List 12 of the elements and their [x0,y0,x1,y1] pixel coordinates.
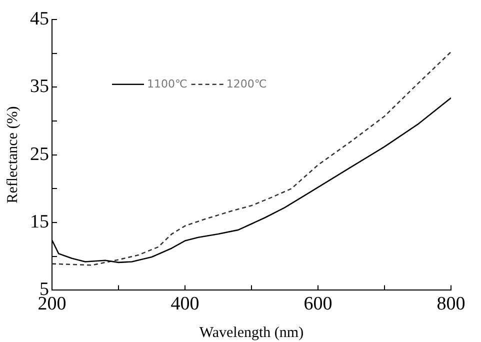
y-axis-title: Reflectance (%) [4,106,21,204]
x-tick-label: 800 [436,294,466,315]
y-tick-label: 15 [30,211,49,232]
line-series [52,51,451,266]
legend-label: 1200℃ [226,77,267,90]
x-axis-title: Wavelength (nm) [199,324,304,341]
y-tick-label: 25 [30,144,49,165]
x-tick-label: 600 [304,294,332,315]
x-tick-label: 400 [170,294,200,315]
y-tick-label: 35 [30,76,49,98]
legend-label: 1100℃ [147,77,188,90]
y-tick-label: 45 [30,8,49,30]
